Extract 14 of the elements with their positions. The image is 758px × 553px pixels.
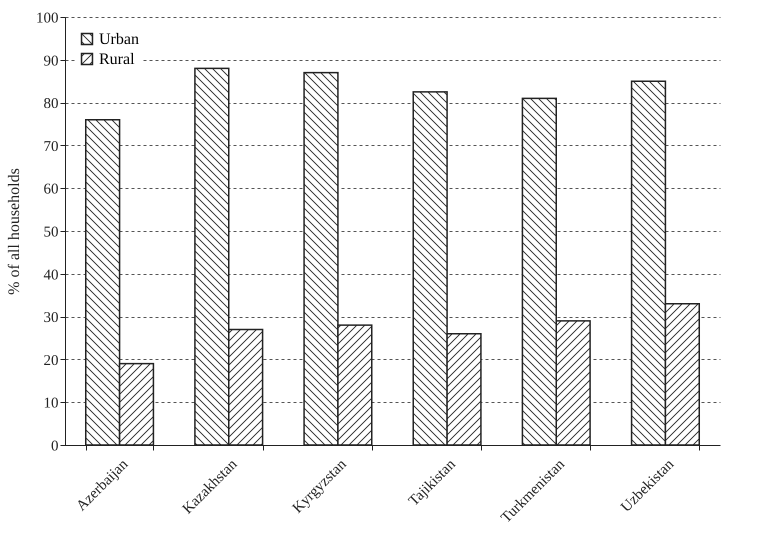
y-tick-label: 90 [44,53,58,70]
y-tick-label: 10 [44,396,58,412]
y-tick-label: 20 [44,352,58,369]
y-tick-label: 40 [44,267,58,284]
y-tick-label: 80 [44,96,58,112]
y-tick-label: 60 [44,182,58,198]
legend-label: Urban [99,31,139,48]
y-axis-title: % of all households [6,168,23,295]
legend-label: Rural [99,51,136,68]
y-tick-label: 30 [44,310,58,326]
y-tick-label: 0 [51,438,58,454]
y-tick-label: 100 [36,10,58,26]
y-tick-label: 70 [44,138,58,155]
y-tick-label: 50 [44,224,58,240]
